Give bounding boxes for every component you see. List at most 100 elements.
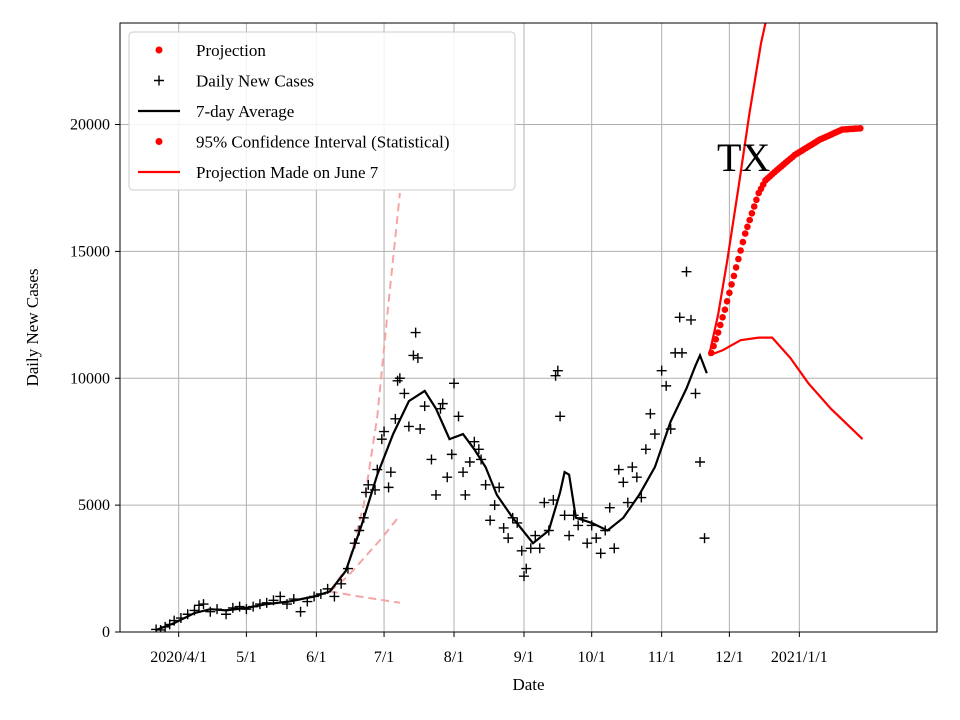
daily-case-point <box>609 543 620 554</box>
daily-case-point <box>498 522 509 533</box>
daily-case-point <box>604 502 615 513</box>
projection-point <box>719 314 726 321</box>
y-tick-label: 15000 <box>70 243 110 260</box>
projection-point <box>750 203 758 210</box>
daily-case-point <box>539 497 550 508</box>
7-day-average-line <box>155 352 708 632</box>
daily-case-point <box>661 380 672 391</box>
daily-case-point <box>573 520 584 531</box>
daily-case-point <box>695 456 706 467</box>
daily-case-point <box>690 388 701 399</box>
daily-case-point <box>385 467 396 478</box>
daily-case-point <box>227 602 238 613</box>
y-tick-label: 0 <box>102 624 110 641</box>
axis-ticks: 2020/4/1 5/1 6/1 7/1 8/1 9/1 10/1 11/1 12/1 2021/… <box>70 117 828 667</box>
daily-case-point <box>676 347 687 358</box>
x-axis-label: Date <box>512 675 544 694</box>
daily-case-point <box>503 533 514 544</box>
daily-case-point <box>582 538 593 549</box>
projection-point <box>735 255 742 263</box>
daily-case-point <box>489 500 500 511</box>
daily-case-point <box>699 533 710 544</box>
daily-case-point <box>379 426 390 437</box>
daily-case-point <box>363 479 374 490</box>
daily-case-point <box>399 388 410 399</box>
daily-case-point <box>361 487 372 498</box>
daily-case-point <box>595 548 606 559</box>
daily-case-point <box>480 479 491 490</box>
x-tick-label: 2021/1/1 <box>771 649 828 666</box>
daily-case-point <box>234 601 245 612</box>
daily-case-point <box>329 591 340 602</box>
daily-case-point <box>564 530 575 541</box>
daily-case-point <box>649 429 660 440</box>
projection-point <box>717 321 724 329</box>
daily-case-point <box>521 563 532 574</box>
projection-point <box>744 223 751 231</box>
daily-case-point <box>681 266 692 277</box>
june-projection-line <box>329 514 401 593</box>
daily-case-point <box>275 591 286 602</box>
daily-case-point <box>516 545 527 556</box>
projection-made-on-june-7-line <box>708 336 864 440</box>
legend-entry-label: 7-day Average <box>196 102 294 121</box>
daily-case-point <box>403 421 414 432</box>
x-tick-label: 8/1 <box>444 649 464 666</box>
daily-case-point <box>193 600 204 611</box>
daily-case-point <box>559 510 570 521</box>
daily-case-point <box>534 543 545 554</box>
daily-case-point <box>685 314 696 325</box>
daily-case-point <box>618 477 629 488</box>
daily-case-point <box>555 411 566 422</box>
projection-point <box>712 336 720 343</box>
daily-case-point <box>631 472 642 483</box>
projection-point <box>708 349 715 357</box>
projection-point <box>723 298 731 305</box>
daily-case-point <box>656 365 667 376</box>
daily-case-point <box>548 495 559 506</box>
daily-case-point <box>449 378 460 389</box>
legend-dot-swatch <box>155 138 163 145</box>
daily-case-point <box>464 456 475 467</box>
daily-case-point <box>390 413 401 424</box>
daily-case-point <box>627 462 638 473</box>
legend-entry-label: Projection <box>196 41 266 60</box>
plot-area <box>151 23 864 632</box>
projection-point <box>857 125 864 132</box>
daily-case-point <box>446 449 457 460</box>
x-tick-label: 7/1 <box>374 649 394 666</box>
projection-point <box>714 329 722 336</box>
x-tick-label: 6/1 <box>306 649 326 666</box>
daily-case-point <box>376 434 387 445</box>
daily-case-point <box>460 489 471 500</box>
daily-case-point <box>442 472 453 483</box>
june-lower-bound-line <box>329 590 401 604</box>
series-group <box>151 23 864 632</box>
legend: Projection Daily New Cases 7-day Average 95… <box>128 31 516 191</box>
legend-entry-label: 95% Confidence Interval (Statistical) <box>196 133 450 152</box>
y-tick-label: 20000 <box>70 117 110 134</box>
projection-point <box>730 272 738 280</box>
daily-case-point <box>453 411 464 422</box>
daily-case-point <box>419 401 430 412</box>
daily-case-point <box>550 370 561 381</box>
daily-case-point <box>568 510 579 521</box>
y-tick-label: 5000 <box>78 497 110 514</box>
projection-point <box>710 342 717 350</box>
daily-case-point <box>412 352 423 363</box>
projection-point <box>746 216 753 224</box>
x-tick-label: 11/1 <box>648 649 676 666</box>
daily-case-point <box>383 482 394 493</box>
x-tick-label: 9/1 <box>514 649 534 666</box>
projection-point <box>748 210 756 217</box>
daily-case-point <box>198 599 209 610</box>
daily-case-point <box>392 375 403 386</box>
projection-point <box>753 196 760 204</box>
axes-frame <box>119 22 938 633</box>
projection-point <box>728 281 735 288</box>
legend-box <box>128 31 516 191</box>
y-tick-label: 10000 <box>70 370 110 387</box>
daily-case-point <box>645 408 656 419</box>
daily-case-point <box>430 489 441 500</box>
